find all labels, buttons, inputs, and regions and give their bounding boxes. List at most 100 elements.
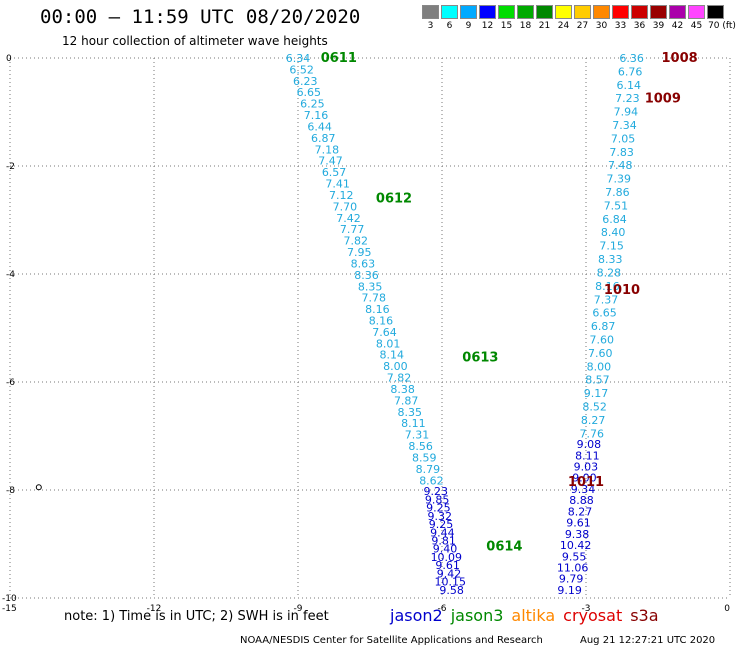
scale-swatch bbox=[441, 5, 458, 19]
swh-value: 7.82 bbox=[387, 372, 412, 385]
swh-value: 7.86 bbox=[605, 186, 630, 199]
scale-label: 27 bbox=[576, 21, 589, 31]
scale-swatch bbox=[688, 5, 705, 19]
swh-value: 7.95 bbox=[347, 246, 372, 259]
scale-swatch bbox=[612, 5, 629, 19]
legend-jason2: jason2 bbox=[390, 606, 443, 625]
swh-value: 7.87 bbox=[394, 394, 419, 407]
scale-swatch bbox=[498, 5, 515, 19]
swh-value: 7.39 bbox=[607, 173, 632, 186]
swh-value: 9.44 bbox=[430, 526, 455, 539]
swh-value: 8.14 bbox=[380, 349, 405, 362]
swh-value: 8.16 bbox=[369, 314, 394, 327]
swh-value: 10.15 bbox=[435, 576, 467, 589]
footer-credit: NOAA/NESDIS Center for Satellite Applica… bbox=[240, 635, 543, 646]
y-tick-label: -8 bbox=[6, 486, 15, 496]
scale-label: 21 bbox=[538, 21, 551, 31]
legend-altika: altika bbox=[511, 606, 556, 625]
scale-swatch bbox=[555, 5, 572, 19]
swh-value: 10.09 bbox=[431, 551, 463, 564]
swh-value: 6.14 bbox=[617, 79, 642, 92]
swh-value: 8.16 bbox=[365, 303, 390, 316]
scale-swatch bbox=[631, 5, 648, 19]
swh-value: 9.61 bbox=[566, 517, 591, 530]
pass-label: 1010 bbox=[604, 283, 640, 298]
pass-label: 1008 bbox=[662, 51, 698, 66]
swh-value: 8.28 bbox=[597, 266, 622, 279]
swh-value: 7.78 bbox=[361, 292, 386, 305]
x-tick-label: 0 bbox=[724, 604, 730, 614]
swh-value: 6.36 bbox=[619, 52, 644, 65]
swh-value: 7.76 bbox=[580, 427, 605, 440]
swh-value: 10.42 bbox=[560, 539, 592, 552]
swh-value: 9.25 bbox=[429, 518, 454, 531]
swh-value: 8.88 bbox=[569, 494, 594, 507]
swh-value: 9.38 bbox=[565, 528, 590, 541]
x-tick-label: -3 bbox=[582, 604, 591, 614]
scale-swatch bbox=[669, 5, 686, 19]
swh-value: 6.25 bbox=[300, 98, 325, 111]
swh-value: 7.16 bbox=[304, 109, 329, 122]
y-tick-label: 0 bbox=[6, 54, 12, 64]
swh-value: 7.41 bbox=[325, 178, 350, 191]
scale-label: 30 bbox=[595, 21, 608, 31]
swh-value: 9.79 bbox=[559, 573, 584, 586]
swh-value: 7.34 bbox=[612, 119, 637, 132]
swh-value: 9.03 bbox=[574, 461, 599, 474]
scale-swatch bbox=[707, 5, 724, 19]
swh-value: 8.00 bbox=[587, 360, 612, 373]
swh-value: 9.55 bbox=[562, 550, 587, 563]
swh-value: 8.01 bbox=[376, 337, 401, 350]
swh-value: 9.81 bbox=[431, 534, 456, 547]
scale-swatch bbox=[422, 5, 439, 19]
swh-value: 7.42 bbox=[336, 212, 361, 225]
swh-value: 6.57 bbox=[322, 166, 347, 179]
scale-label: 24 bbox=[557, 21, 570, 31]
pass-label: 0614 bbox=[486, 540, 522, 555]
swh-value: 7.48 bbox=[608, 159, 633, 172]
swh-value: 8.35 bbox=[358, 280, 383, 293]
swh-value: 7.05 bbox=[611, 132, 636, 145]
swh-value: 9.00 bbox=[572, 472, 597, 485]
swh-value: 7.60 bbox=[589, 333, 614, 346]
swh-value: 6.34 bbox=[286, 52, 311, 65]
pass-label: 0613 bbox=[462, 351, 498, 366]
swh-value: 6.87 bbox=[311, 132, 336, 145]
swh-value: 11.06 bbox=[557, 561, 589, 574]
swh-value: 9.17 bbox=[584, 387, 609, 400]
scale-swatch bbox=[479, 5, 496, 19]
swh-value: 9.23 bbox=[424, 485, 449, 498]
scale-label: 6 bbox=[446, 21, 453, 31]
swh-value: 9.40 bbox=[433, 543, 458, 556]
scale-label: 15 bbox=[500, 21, 513, 31]
swh-value: 9.85 bbox=[425, 493, 450, 506]
pass-label: 1009 bbox=[645, 92, 681, 107]
scale-swatch bbox=[460, 5, 477, 19]
swh-value: 6.87 bbox=[591, 320, 616, 333]
swh-value: 9.58 bbox=[439, 584, 464, 597]
x-tick-label: -6 bbox=[438, 604, 447, 614]
swh-value: 8.52 bbox=[582, 400, 607, 413]
scale-label: 45 bbox=[690, 21, 703, 31]
swh-value: 9.61 bbox=[435, 559, 460, 572]
swh-value: 7.60 bbox=[588, 347, 613, 360]
swh-value: 7.64 bbox=[372, 326, 397, 339]
footer-note: note: 1) Time is in UTC; 2) SWH is in fe… bbox=[64, 609, 329, 624]
swh-value: 8.11 bbox=[401, 417, 426, 430]
swh-value: 7.83 bbox=[609, 146, 634, 159]
swh-value: 9.19 bbox=[557, 584, 582, 597]
swh-value: 6.44 bbox=[307, 120, 332, 133]
swh-value: 8.59 bbox=[412, 451, 437, 464]
scale-swatch bbox=[536, 5, 553, 19]
swh-value: 7.12 bbox=[329, 189, 354, 202]
swh-value: 7.37 bbox=[594, 293, 619, 306]
y-tick-label: -6 bbox=[6, 378, 15, 388]
swh-value: 8.27 bbox=[581, 414, 606, 427]
swh-value: 7.77 bbox=[340, 223, 365, 236]
swh-value: 7.18 bbox=[315, 143, 340, 156]
swh-value: 9.32 bbox=[427, 510, 452, 523]
swh-value: 7.94 bbox=[614, 106, 639, 119]
scale-label: 9 bbox=[465, 21, 472, 31]
